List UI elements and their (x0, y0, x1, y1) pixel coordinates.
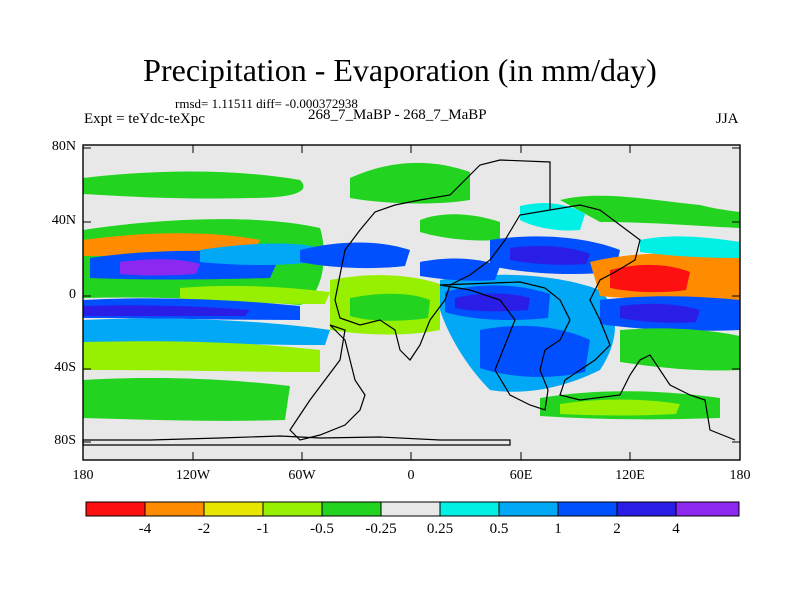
lon-label-180w: 180 (72, 468, 94, 483)
colorbar-box-7 (439, 501, 500, 517)
lat-label-40s: 40S (54, 360, 76, 375)
colorbar-box-8 (498, 501, 559, 517)
colorbar-box-3 (203, 501, 264, 517)
colorbar-box-1 (85, 501, 146, 517)
stats-label: rmsd= 1.11511 diff= -0.000372938 (175, 96, 358, 111)
lat-label-0: 0 (69, 287, 76, 302)
lon-label-0: 0 (407, 468, 415, 483)
colorbar-label: 1 (554, 521, 562, 537)
lon-label-60e: 60E (509, 468, 533, 483)
chart-title: Precipitation - Evaporation (in mm/day) (143, 52, 657, 88)
lon-label-60w: 60W (288, 468, 316, 483)
colorbar-label: 2 (613, 521, 621, 537)
season-label: JJA (716, 111, 739, 127)
colorbar-box-2 (144, 501, 205, 517)
lon-label-120e: 120E (615, 468, 645, 483)
colorbar-label: -0.5 (310, 521, 334, 537)
coastlines (82, 159, 736, 446)
colorbar-label: -4 (138, 521, 152, 537)
experiment-label: Expt = teYdc-teXpc (84, 111, 205, 127)
lon-label-120w: 120W (175, 468, 211, 483)
colorbar-label: -2 (197, 521, 211, 537)
lat-label-40n: 40N (51, 213, 76, 228)
colorbar-box-5 (321, 501, 382, 517)
colorbar-box-9 (557, 501, 618, 517)
runs-label: 268_7_MaBP - 268_7_MaBP (308, 107, 487, 123)
colorbar-label: 0.5 (489, 521, 509, 537)
colorbar-label: -0.25 (365, 521, 397, 537)
lat-label-80s: 80S (54, 433, 76, 448)
colorbar (85, 501, 740, 517)
colorbar-box-11 (675, 501, 740, 517)
colorbar-box-10 (616, 501, 677, 517)
colorbar-box-4 (262, 501, 323, 517)
colorbar-box-6 (380, 501, 441, 517)
colorbar-label: -1 (256, 521, 270, 537)
lon-label-180e: 180 (729, 468, 751, 483)
axis-ticks (83, 145, 740, 460)
colorbar-label: 4 (672, 521, 680, 537)
lat-label-80n: 80N (51, 139, 76, 154)
colorbar-label: 0.25 (426, 521, 454, 537)
map-field (83, 145, 740, 460)
